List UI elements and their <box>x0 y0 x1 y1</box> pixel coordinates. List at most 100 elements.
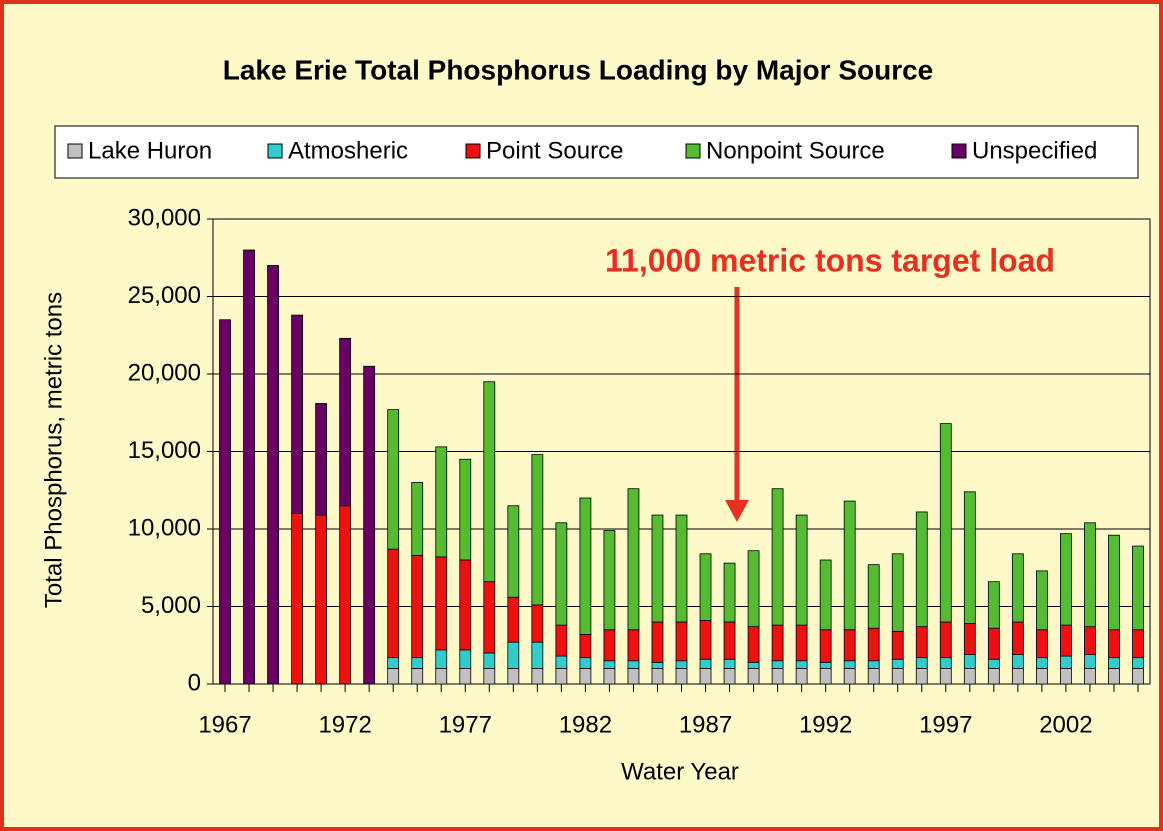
bar-segment <box>1035 657 1048 669</box>
bar-segment <box>1132 657 1144 669</box>
bar-segment <box>603 530 616 631</box>
bar-segment <box>987 668 1000 685</box>
bar-segment <box>867 668 880 685</box>
bar-segment <box>939 621 952 659</box>
bar-segment <box>867 660 880 669</box>
bar-segment <box>819 668 832 685</box>
annotation-arrowhead <box>725 500 749 522</box>
bar-segment <box>771 660 784 669</box>
y-tick-label: 25,000 <box>128 282 201 309</box>
bar-segment <box>987 581 1000 629</box>
bar-segment <box>267 265 279 685</box>
bar-segment <box>771 624 784 662</box>
bar-segment <box>435 649 448 669</box>
bar-segment <box>243 249 255 685</box>
y-axis-label: Total Phosphorus, metric tons <box>40 292 67 608</box>
legend-swatch <box>67 143 83 159</box>
x-tick-label: 1987 <box>679 711 732 738</box>
bar-segment <box>795 514 808 626</box>
bar-segment <box>843 629 856 662</box>
bar-segment <box>579 497 592 635</box>
bar-segment <box>723 562 736 623</box>
bar-segment <box>651 514 664 623</box>
bar-segment <box>1011 553 1024 623</box>
bar-segment <box>603 629 616 662</box>
bar-segment <box>555 655 568 669</box>
bar-segment <box>963 668 976 685</box>
legend-label: Nonpoint Source <box>706 137 885 164</box>
y-tick-label: 15,000 <box>128 437 201 464</box>
bar-segment <box>867 564 880 629</box>
bar-segment <box>891 553 904 632</box>
bar-segment <box>387 657 400 669</box>
bar-segment <box>987 658 1000 669</box>
bar-segment <box>1132 545 1144 631</box>
bar-segment <box>411 554 424 659</box>
bar-segment <box>315 403 328 516</box>
bar-segment <box>699 658 712 669</box>
bar-segment <box>1035 570 1048 631</box>
bar-segment <box>555 624 568 657</box>
bar-segment <box>843 500 856 631</box>
bar-segment <box>435 446 448 558</box>
bar-segment <box>579 657 592 669</box>
bar-segment <box>723 668 736 685</box>
bar-segment <box>843 668 856 685</box>
y-tick-label: 30,000 <box>128 204 201 231</box>
bar-segment <box>555 522 568 626</box>
bar-segment <box>747 550 760 628</box>
bar-segment <box>435 668 448 685</box>
bar-segment <box>483 652 496 669</box>
bar-segment <box>483 381 496 583</box>
bar-segment <box>627 629 640 662</box>
bar-segment <box>771 488 784 626</box>
bar-segment <box>291 513 303 685</box>
annotation: 11,000 metric tons target load <box>605 242 1055 278</box>
legend-label: Unspecified <box>972 137 1097 164</box>
bar-segment <box>651 661 664 669</box>
bar-segment <box>627 668 640 685</box>
x-tick-label: 1992 <box>799 711 852 738</box>
bar-segment <box>507 641 520 669</box>
bar-segment <box>555 668 568 685</box>
bar-segment <box>315 514 328 685</box>
bar-segment <box>675 660 688 669</box>
bar-segment <box>915 626 928 659</box>
bar-segment <box>1084 626 1096 655</box>
legend-swatch <box>685 143 701 159</box>
bar-segment <box>435 556 448 651</box>
bar-segment <box>891 668 904 685</box>
x-axis-label: Water Year <box>621 758 739 785</box>
bar-segment <box>387 409 400 550</box>
bar-segment <box>483 668 496 685</box>
bar-segment <box>291 314 303 514</box>
bar-segment <box>939 668 952 685</box>
legend-label: Atmosheric <box>288 137 408 164</box>
bar-segment <box>1084 654 1096 669</box>
bar-segment <box>747 661 760 669</box>
bar-segment <box>459 649 472 669</box>
bar-segment <box>675 668 688 685</box>
bar-segment <box>915 668 928 685</box>
bar-segment <box>1060 668 1072 685</box>
bar-segment <box>411 657 424 669</box>
bar-segment <box>579 668 592 685</box>
bar-segment <box>411 668 424 685</box>
bar-segment <box>987 627 1000 660</box>
bar-segment <box>771 668 784 685</box>
x-tick-label: 1977 <box>439 711 492 738</box>
bar-segment <box>675 621 688 662</box>
bar-segment <box>1132 668 1144 685</box>
x-tick-label: 1972 <box>318 711 371 738</box>
bar-segment <box>339 337 352 507</box>
bar-segment <box>627 660 640 669</box>
bar-segment <box>795 624 808 662</box>
bar-segment <box>219 319 231 685</box>
bar-segment <box>1060 655 1072 669</box>
bar-segment <box>819 629 832 663</box>
bar-segment <box>339 505 352 685</box>
x-tick-label: 1982 <box>559 711 612 738</box>
bar-segment <box>1011 668 1024 685</box>
bar-segment <box>387 668 400 685</box>
